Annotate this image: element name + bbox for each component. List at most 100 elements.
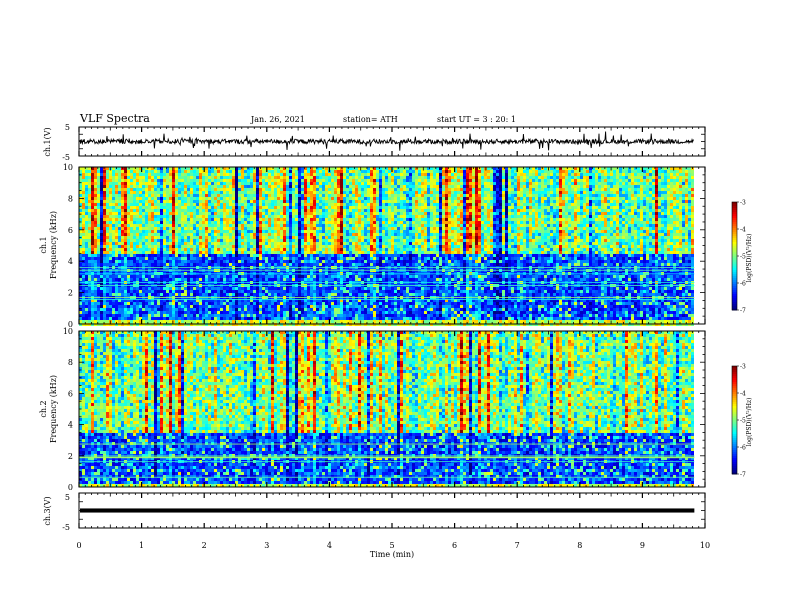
spectrogram-cell xyxy=(88,287,91,290)
spectrogram-cell xyxy=(265,302,268,305)
spectrogram-cell xyxy=(91,200,94,203)
spectrogram-cell xyxy=(109,221,112,224)
spectrogram-cell xyxy=(94,248,97,251)
spectrogram-cell xyxy=(97,302,100,305)
spectrogram-cell xyxy=(313,197,316,200)
spectrogram-cell xyxy=(199,245,202,248)
spectrogram-cell xyxy=(283,227,286,230)
spectrogram-cell xyxy=(211,197,214,200)
spectrogram-cell xyxy=(256,263,259,266)
spectrogram-cell xyxy=(160,224,163,227)
spectrogram-cell xyxy=(130,275,133,278)
spectrogram-cell xyxy=(253,215,256,218)
spectrogram-cell xyxy=(298,176,301,179)
spectrogram-cell xyxy=(196,170,199,173)
spectrogram-cell xyxy=(187,308,190,311)
spectrogram-cell xyxy=(226,170,229,173)
spectrogram-cell xyxy=(85,230,88,233)
spectrogram-cell xyxy=(301,188,304,191)
spectrogram-cell xyxy=(346,230,349,233)
spectrogram-cell xyxy=(232,287,235,290)
spectrogram-cell xyxy=(106,242,109,245)
spectrogram-cell xyxy=(232,230,235,233)
spectrogram-cell xyxy=(295,302,298,305)
spectrogram-cell xyxy=(193,194,196,197)
spectrogram-cell xyxy=(295,182,298,185)
spectrogram-cell xyxy=(292,251,295,254)
spectrogram-cell xyxy=(298,245,301,248)
spectrogram-cell xyxy=(199,215,202,218)
spectrogram-cell xyxy=(136,224,139,227)
spectrogram-cell xyxy=(268,305,271,308)
spectrogram-cell xyxy=(304,251,307,254)
spectrogram-cell xyxy=(220,293,223,296)
spectrogram-cell xyxy=(205,305,208,308)
spectrogram-cell xyxy=(175,212,178,215)
spectrogram-cell xyxy=(160,257,163,260)
spectrogram-cell xyxy=(244,188,247,191)
spectrogram-cell xyxy=(154,215,157,218)
spectrogram-cell xyxy=(85,257,88,260)
spectrogram-cell xyxy=(292,260,295,263)
spectrogram-cell xyxy=(139,242,142,245)
spectrogram-cell xyxy=(334,191,337,194)
spectrogram-cell xyxy=(157,188,160,191)
spectrogram-cell xyxy=(85,248,88,251)
spectrogram-cell xyxy=(91,254,94,257)
spectrogram-cell xyxy=(259,275,262,278)
spectrogram-cell xyxy=(331,245,334,248)
spectrogram-cell xyxy=(202,218,205,221)
spectrogram-cell xyxy=(133,275,136,278)
spectrogram-cell xyxy=(295,224,298,227)
spectrogram-cell xyxy=(271,260,274,263)
spectrogram-cell xyxy=(217,212,220,215)
spectrogram-cell xyxy=(184,191,187,194)
spectrogram-cell xyxy=(316,212,319,215)
spectrogram-cell xyxy=(136,242,139,245)
spectrogram-cell xyxy=(112,173,115,176)
spectrogram-cell xyxy=(274,215,277,218)
ch1-spectrogram-heatmap xyxy=(79,167,694,326)
spectrogram-cell xyxy=(229,308,232,311)
spectrogram-cell xyxy=(331,263,334,266)
spectrogram-cell xyxy=(163,182,166,185)
spectrogram-cell xyxy=(346,317,349,320)
spectrogram-cell xyxy=(334,227,337,230)
spectrogram-cell xyxy=(262,215,265,218)
spectrogram-cell xyxy=(97,248,100,251)
spectrogram-cell xyxy=(169,221,172,224)
spectrogram-cell xyxy=(232,197,235,200)
spectrogram-cell xyxy=(190,179,193,182)
spectrogram-cell xyxy=(271,182,274,185)
spectrogram-cell xyxy=(244,260,247,263)
spectrogram-cell xyxy=(286,314,289,317)
spectrogram-cell xyxy=(316,305,319,308)
spectrogram-cell xyxy=(169,173,172,176)
spectrogram-cell xyxy=(238,203,241,206)
spectrogram-cell xyxy=(193,176,196,179)
spectrogram-cell xyxy=(262,203,265,206)
spectrogram-cell xyxy=(280,263,283,266)
spectrogram-cell xyxy=(91,215,94,218)
spectrogram-cell xyxy=(262,320,265,323)
spectrogram-cell xyxy=(265,176,268,179)
spectrogram-cell xyxy=(124,173,127,176)
spectrogram-cell xyxy=(292,230,295,233)
spectrogram-cell xyxy=(235,248,238,251)
spectrogram-cell xyxy=(277,305,280,308)
spectrogram-cell xyxy=(127,302,130,305)
spectrogram-cell xyxy=(178,170,181,173)
spectrogram-cell xyxy=(214,191,217,194)
spectrogram-cell xyxy=(181,242,184,245)
spectrogram-cell xyxy=(328,200,331,203)
spectrogram-cell xyxy=(82,230,85,233)
spectrogram-cell xyxy=(271,275,274,278)
spectrogram-cell xyxy=(106,293,109,296)
spectrogram-cell xyxy=(346,290,349,293)
spectrogram-cell xyxy=(244,218,247,221)
spectrogram-cell xyxy=(190,242,193,245)
spectrogram-cell xyxy=(277,170,280,173)
spectrogram-cell xyxy=(88,182,91,185)
spectrogram-cell xyxy=(127,242,130,245)
spectrogram-cell xyxy=(136,170,139,173)
